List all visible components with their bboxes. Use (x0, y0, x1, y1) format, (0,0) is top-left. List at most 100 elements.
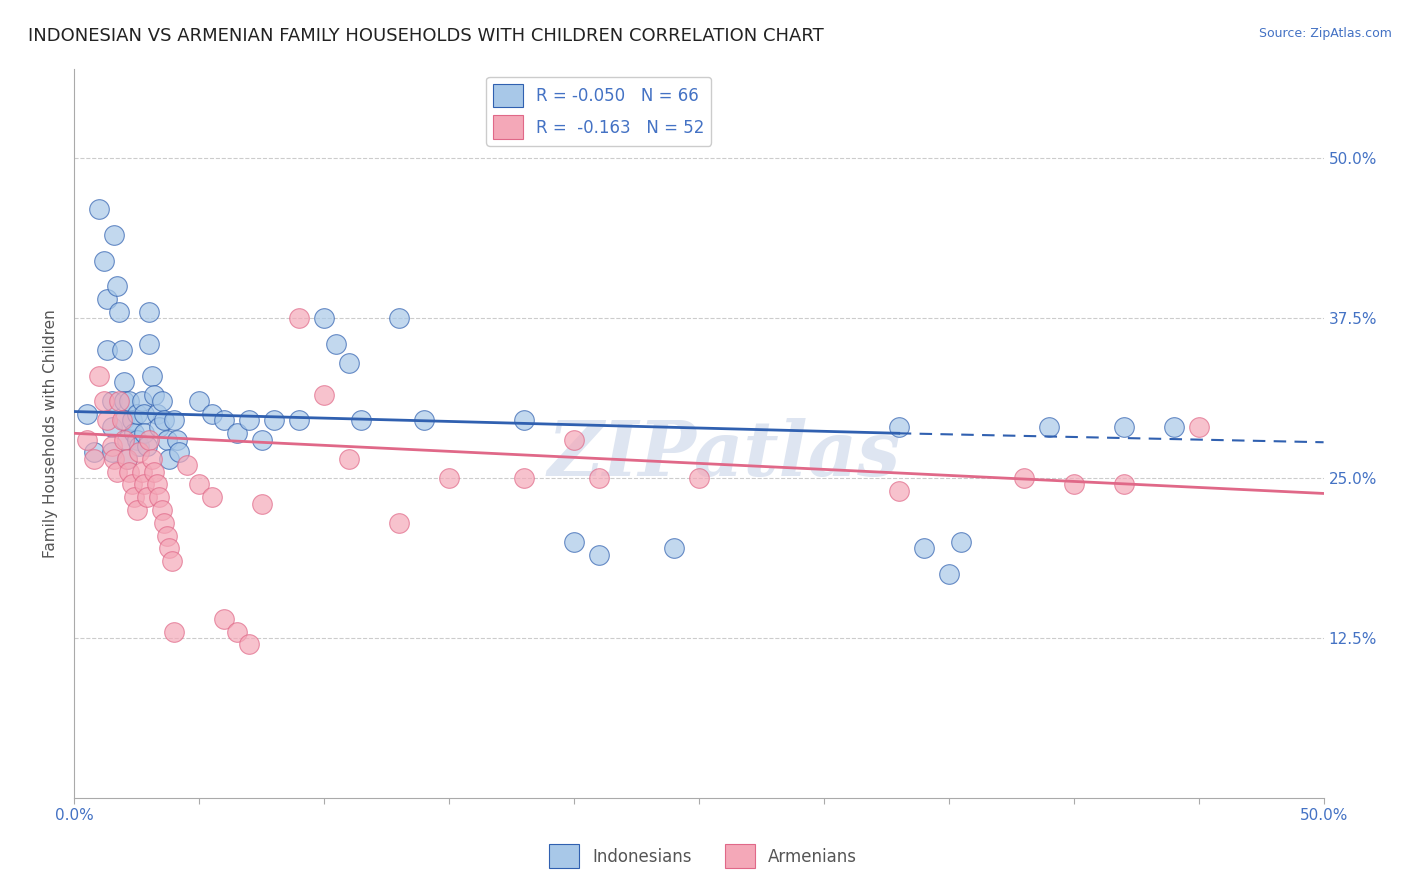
Text: Source: ZipAtlas.com: Source: ZipAtlas.com (1258, 27, 1392, 40)
Point (87, 202, 110, 217)
Point (163, 624, 186, 639)
Point (1038, 420, 1060, 434)
Point (143, 388, 166, 402)
Point (135, 490, 157, 504)
Point (100, 439, 122, 453)
Point (887, 483, 910, 498)
Point (143, 465, 166, 479)
Point (138, 433, 160, 447)
Point (160, 554, 183, 568)
Point (188, 394, 211, 409)
Point (437, 471, 460, 485)
Point (288, 413, 311, 427)
Point (122, 490, 145, 504)
Point (212, 612, 235, 626)
Point (1012, 471, 1035, 485)
Point (105, 465, 128, 479)
Text: INDONESIAN VS ARMENIAN FAMILY HOUSEHOLDS WITH CHILDREN CORRELATION CHART: INDONESIAN VS ARMENIAN FAMILY HOUSEHOLDS… (28, 27, 824, 45)
Point (200, 407, 222, 421)
Point (112, 394, 135, 409)
Point (100, 445, 122, 459)
Point (115, 451, 138, 466)
Text: ZIPatlas: ZIPatlas (547, 418, 900, 492)
Point (148, 490, 170, 504)
Point (96, 292, 118, 306)
Point (312, 311, 335, 326)
Point (688, 471, 710, 485)
Point (141, 451, 163, 466)
Point (1188, 420, 1211, 434)
Point (157, 451, 180, 466)
Point (121, 477, 143, 491)
Point (588, 548, 610, 562)
Point (125, 503, 148, 517)
Point (76, 433, 98, 447)
Point (76, 407, 98, 421)
Point (188, 477, 211, 491)
Point (950, 535, 973, 549)
Point (125, 433, 148, 447)
Point (108, 304, 131, 318)
Point (121, 413, 143, 427)
Point (153, 413, 176, 427)
Point (212, 413, 235, 427)
Point (112, 413, 135, 427)
Point (132, 407, 155, 421)
Point (118, 465, 141, 479)
Point (250, 497, 273, 511)
Point (141, 368, 163, 383)
Point (131, 394, 153, 409)
Point (350, 413, 373, 427)
Point (138, 336, 160, 351)
Legend: Indonesians, Armenians: Indonesians, Armenians (543, 838, 863, 875)
Point (200, 490, 222, 504)
Point (115, 451, 138, 466)
Point (110, 413, 132, 427)
Point (176, 458, 198, 473)
Point (145, 477, 167, 491)
Point (148, 420, 170, 434)
Point (83, 451, 105, 466)
Point (96, 413, 118, 427)
Point (132, 426, 155, 441)
Point (225, 624, 247, 639)
Point (263, 413, 285, 427)
Point (118, 394, 141, 409)
Point (128, 439, 150, 453)
Point (938, 567, 960, 582)
Point (588, 471, 610, 485)
Point (337, 451, 360, 466)
Point (325, 336, 347, 351)
Point (112, 433, 135, 447)
Point (337, 356, 360, 370)
Y-axis label: Family Households with Children: Family Households with Children (44, 309, 58, 558)
Point (155, 529, 177, 543)
Point (662, 541, 685, 556)
Point (1163, 420, 1185, 434)
Point (312, 388, 335, 402)
Point (887, 420, 910, 434)
Point (157, 541, 180, 556)
Point (238, 413, 260, 427)
Point (166, 433, 188, 447)
Point (250, 433, 273, 447)
Point (87, 368, 110, 383)
Point (122, 426, 145, 441)
Point (150, 394, 173, 409)
Point (100, 420, 122, 434)
Point (413, 413, 436, 427)
Point (83, 445, 105, 459)
Point (562, 433, 585, 447)
Point (93, 253, 115, 268)
Point (155, 433, 177, 447)
Point (153, 516, 176, 530)
Point (150, 503, 173, 517)
Point (132, 477, 155, 491)
Point (112, 375, 135, 389)
Legend: R = -0.050   N = 66, R =  -0.163   N = 52: R = -0.050 N = 66, R = -0.163 N = 52 (486, 77, 711, 145)
Point (105, 279, 128, 293)
Point (100, 394, 122, 409)
Point (93, 394, 115, 409)
Point (388, 311, 411, 326)
Point (1112, 420, 1135, 434)
